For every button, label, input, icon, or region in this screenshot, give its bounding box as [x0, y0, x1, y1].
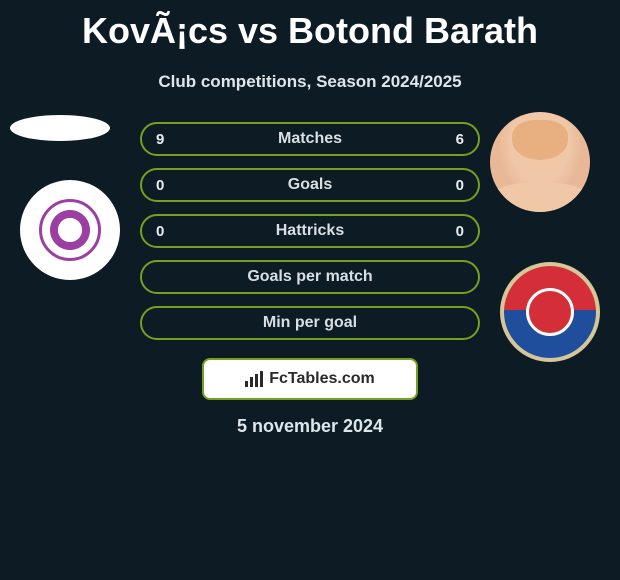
club-badge-left	[20, 180, 120, 280]
stat-left-value: 0	[156, 177, 164, 194]
stat-left-value: 0	[156, 223, 164, 240]
stat-label: Hattricks	[276, 222, 344, 240]
stat-left-value: 9	[156, 131, 164, 148]
club-badge-right	[500, 262, 600, 362]
page-title: KovÃ¡cs vs Botond Barath	[0, 0, 620, 52]
stat-row-matches: 9 Matches 6	[140, 122, 480, 156]
stat-label: Min per goal	[263, 314, 357, 332]
stat-row-goals: 0 Goals 0	[140, 168, 480, 202]
date-text: 5 november 2024	[0, 416, 620, 437]
subtitle: Club competitions, Season 2024/2025	[0, 72, 620, 92]
stat-right-value: 0	[456, 223, 464, 240]
stat-label: Matches	[278, 130, 342, 148]
stat-right-value: 6	[456, 131, 464, 148]
stat-label: Goals per match	[247, 268, 372, 286]
stat-row-goals-per-match: Goals per match	[140, 260, 480, 294]
logo-text: FcTables.com	[245, 370, 375, 388]
player-photo-right	[490, 112, 590, 212]
logo-box: FcTables.com	[202, 358, 418, 400]
stat-right-value: 0	[456, 177, 464, 194]
chart-icon	[245, 371, 265, 387]
content-area: 9 Matches 6 0 Goals 0 0 Hattricks 0 Goal…	[0, 122, 620, 437]
stat-row-min-per-goal: Min per goal	[140, 306, 480, 340]
logo-label: FcTables.com	[269, 370, 375, 388]
stat-row-hattricks: 0 Hattricks 0	[140, 214, 480, 248]
stat-label: Goals	[288, 176, 332, 194]
player-photo-left	[10, 115, 110, 141]
